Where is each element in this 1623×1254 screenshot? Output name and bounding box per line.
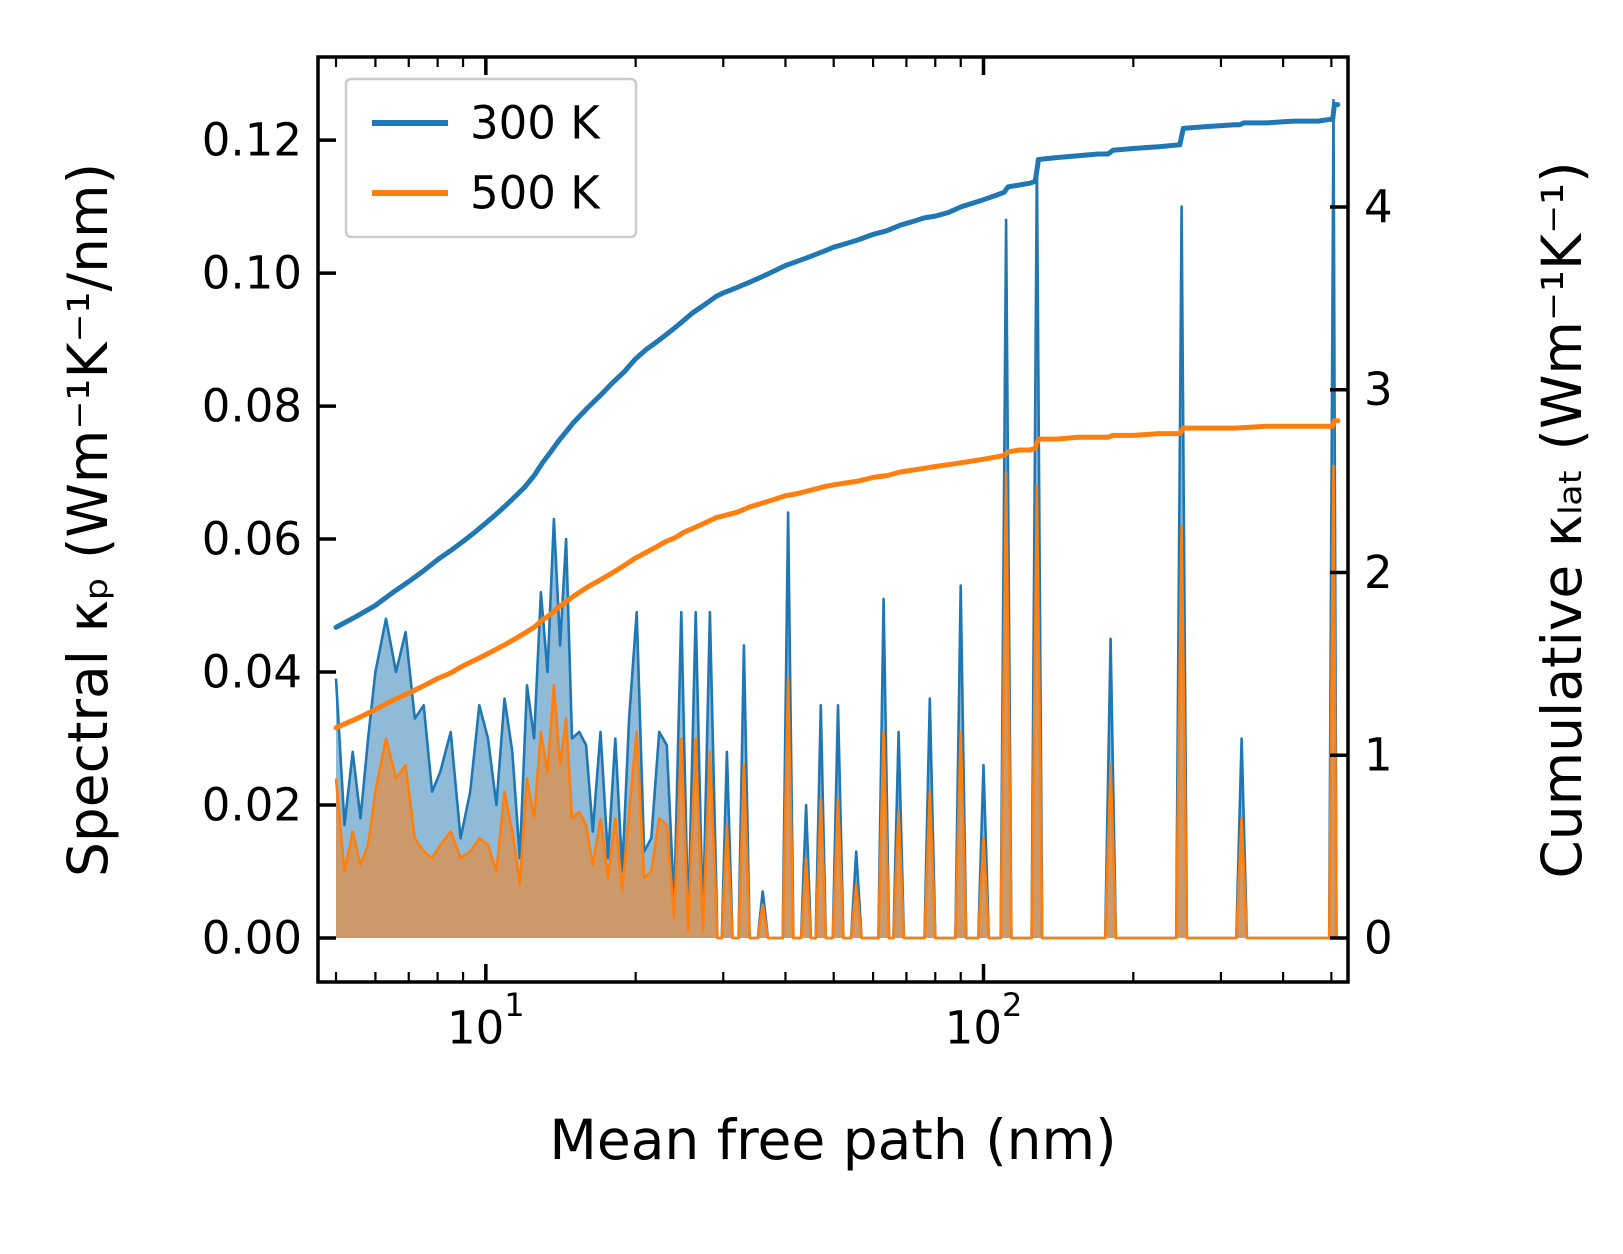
cumulative-500-line [333, 418, 1341, 731]
y-left-tick-label: 0.04 [202, 646, 302, 699]
legend-label: 300 K [470, 97, 601, 150]
y-left-tick-label: 0.06 [202, 513, 302, 566]
x-axis-title: Mean free path (nm) [549, 1108, 1117, 1172]
y-axis-left-title: Spectral κₚ (Wm⁻¹K⁻¹/nm) [56, 162, 120, 878]
y-right-tick-label: 4 [1364, 180, 1393, 233]
y-left-tick-label: 0.12 [202, 114, 302, 167]
y-right-tick-label: 1 [1364, 729, 1393, 782]
y-left-tick-label: 0.10 [202, 247, 302, 300]
y-left-tick-label: 0.02 [202, 779, 302, 832]
plot-area [333, 98, 1341, 940]
y-left-tick-label: 0.08 [202, 380, 302, 433]
spectral-500-area [336, 465, 1337, 938]
legend-label: 500 K [470, 167, 601, 220]
spectral-500-line [334, 464, 1338, 940]
y-left-tick-label: 0.00 [202, 911, 302, 964]
x-tick-label: 101 [447, 986, 525, 1055]
y-right-tick-label: 3 [1364, 363, 1393, 416]
y-axis-right-title: Cumulative κₗₐₜ (Wm⁻¹K⁻¹) [1530, 161, 1594, 879]
y-right-tick-label: 0 [1364, 911, 1393, 964]
cumulative-300-line [333, 102, 1341, 630]
x-tick-label: 102 [945, 986, 1023, 1055]
legend: 300 K 500 K [344, 77, 638, 239]
legend-box [344, 77, 638, 239]
y-right-tick-label: 2 [1364, 546, 1393, 599]
